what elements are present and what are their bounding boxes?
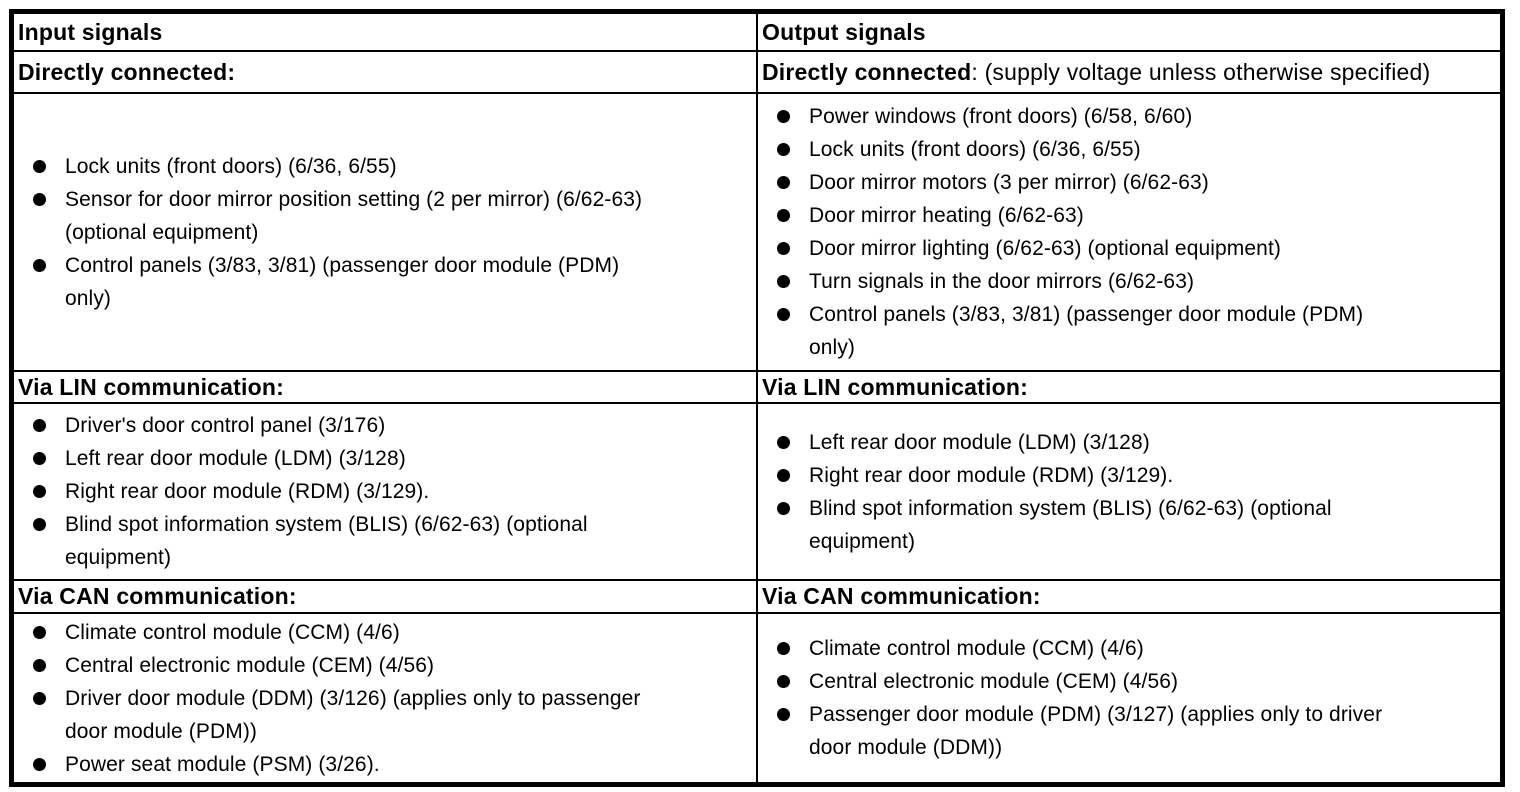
list-item: Blind spot information system (BLIS) (6/… bbox=[777, 492, 1332, 558]
bullet-icon bbox=[33, 625, 46, 639]
list-item: Lock units (front doors) (6/36, 6/55) bbox=[33, 150, 642, 183]
list-item: Right rear door module (RDM) (3/129). bbox=[33, 475, 588, 508]
list-item: Control panels (3/83, 3/81) (passenger d… bbox=[777, 298, 1363, 364]
list-item: Passenger door module (PDM) (3/127) (app… bbox=[777, 698, 1382, 764]
input-signals-header: Input signals bbox=[14, 14, 756, 50]
bullet-icon bbox=[777, 143, 790, 156]
input-lin-label: Via LIN communication: bbox=[18, 373, 284, 400]
bullet-icon bbox=[777, 468, 790, 482]
bullet-icon bbox=[777, 209, 790, 222]
output-lin-label: Via LIN communication: bbox=[762, 373, 1028, 400]
list-item: Driver's door control panel (3/176) bbox=[33, 409, 588, 442]
list-item: Turn signals in the door mirrors (6/62-6… bbox=[777, 265, 1363, 298]
bullet-icon bbox=[33, 192, 46, 206]
signals-table: Input signals Output signals Directly co… bbox=[9, 9, 1505, 787]
bullet-icon bbox=[777, 708, 790, 721]
bullet-list: Climate control module (CCM) (4/6) Centr… bbox=[14, 616, 646, 781]
list-item: Climate control module (CCM) (4/6) bbox=[777, 632, 1382, 665]
list-item: Door mirror heating (6/62-63) bbox=[777, 199, 1363, 232]
list-item: Central electronic module (CEM) (4/56) bbox=[33, 649, 640, 682]
output-directly-connected-list: Power windows (front doors) (6/58, 6/60)… bbox=[758, 94, 1500, 370]
output-signals-header: Output signals bbox=[758, 14, 1500, 50]
bullet-icon bbox=[33, 757, 46, 771]
bullet-list: Driver's door control panel (3/176) Left… bbox=[14, 409, 594, 574]
input-lin-list: Driver's door control panel (3/176) Left… bbox=[14, 404, 756, 579]
list-item: Central electronic module (CEM) (4/56) bbox=[777, 665, 1382, 698]
input-can-title: Via CAN communication: bbox=[14, 581, 756, 612]
bullet-icon bbox=[33, 452, 46, 465]
list-item: Door mirror lighting (6/62-63) (optional… bbox=[777, 232, 1363, 265]
bullet-icon bbox=[33, 518, 46, 531]
list-item: Power windows (front doors) (6/58, 6/60) bbox=[777, 100, 1363, 133]
bullet-icon bbox=[33, 658, 46, 672]
bullet-list: Power windows (front doors) (6/58, 6/60)… bbox=[758, 100, 1369, 364]
input-can-list: Climate control module (CCM) (4/6) Centr… bbox=[14, 614, 756, 782]
list-item: Sensor for door mirror position setting … bbox=[33, 183, 642, 249]
input-directly-connected-label: Directly connected: bbox=[18, 58, 236, 85]
output-directly-connected-title: Directly connected : (supply voltage unl… bbox=[758, 52, 1500, 92]
bullet-icon bbox=[33, 159, 46, 173]
bullet-icon bbox=[777, 275, 790, 288]
list-item: Left rear door module (LDM) (3/128) bbox=[777, 426, 1332, 459]
bullet-icon bbox=[777, 308, 790, 321]
bullet-icon bbox=[777, 675, 790, 688]
output-can-list: Climate control module (CCM) (4/6) Centr… bbox=[758, 614, 1500, 782]
list-item: Driver door module (DDM) (3/126) (applie… bbox=[33, 682, 640, 748]
output-can-label: Via CAN communication: bbox=[762, 583, 1041, 609]
bullet-icon bbox=[777, 435, 790, 449]
input-lin-title: Via LIN communication: bbox=[14, 372, 756, 402]
input-directly-connected-list: Lock units (front doors) (6/36, 6/55) Se… bbox=[14, 94, 756, 370]
bullet-icon bbox=[777, 642, 790, 655]
bullet-icon bbox=[33, 691, 46, 705]
input-can-label: Via CAN communication: bbox=[18, 583, 297, 609]
list-item: Lock units (front doors) (6/36, 6/55) bbox=[777, 133, 1363, 166]
output-lin-title: Via LIN communication: bbox=[758, 372, 1500, 402]
bullet-list: Lock units (front doors) (6/36, 6/55) Se… bbox=[14, 150, 648, 315]
list-item: Door mirror motors (3 per mirror) (6/62-… bbox=[777, 166, 1363, 199]
bullet-icon bbox=[777, 242, 790, 255]
list-item: Left rear door module (LDM) (3/128) bbox=[33, 442, 588, 475]
list-item: Power seat module (PSM) (3/26). bbox=[33, 748, 640, 781]
bullet-list: Climate control module (CCM) (4/6) Centr… bbox=[758, 632, 1388, 764]
output-can-title: Via CAN communication: bbox=[758, 581, 1500, 612]
list-item: Blind spot information system (BLIS) (6/… bbox=[33, 508, 588, 574]
output-directly-connected-label: Directly connected bbox=[762, 58, 972, 85]
bullet-icon bbox=[777, 110, 790, 123]
output-signals-header-label: Output signals bbox=[762, 18, 926, 45]
list-item: Climate control module (CCM) (4/6) bbox=[33, 616, 640, 649]
list-item: Right rear door module (RDM) (3/129). bbox=[777, 459, 1332, 492]
bullet-icon bbox=[33, 485, 46, 498]
input-signals-header-label: Input signals bbox=[18, 18, 163, 45]
input-directly-connected-title: Directly connected: bbox=[14, 52, 756, 92]
bullet-icon bbox=[777, 176, 790, 189]
bullet-list: Left rear door module (LDM) (3/128) Righ… bbox=[758, 426, 1338, 558]
bullet-icon bbox=[33, 258, 46, 272]
bullet-icon bbox=[777, 501, 790, 515]
output-directly-connected-suffix: : (supply voltage unless otherwise speci… bbox=[971, 58, 1431, 85]
output-lin-list: Left rear door module (LDM) (3/128) Righ… bbox=[758, 404, 1500, 579]
bullet-icon bbox=[33, 419, 46, 432]
list-item: Control panels (3/83, 3/81) (passenger d… bbox=[33, 249, 642, 315]
